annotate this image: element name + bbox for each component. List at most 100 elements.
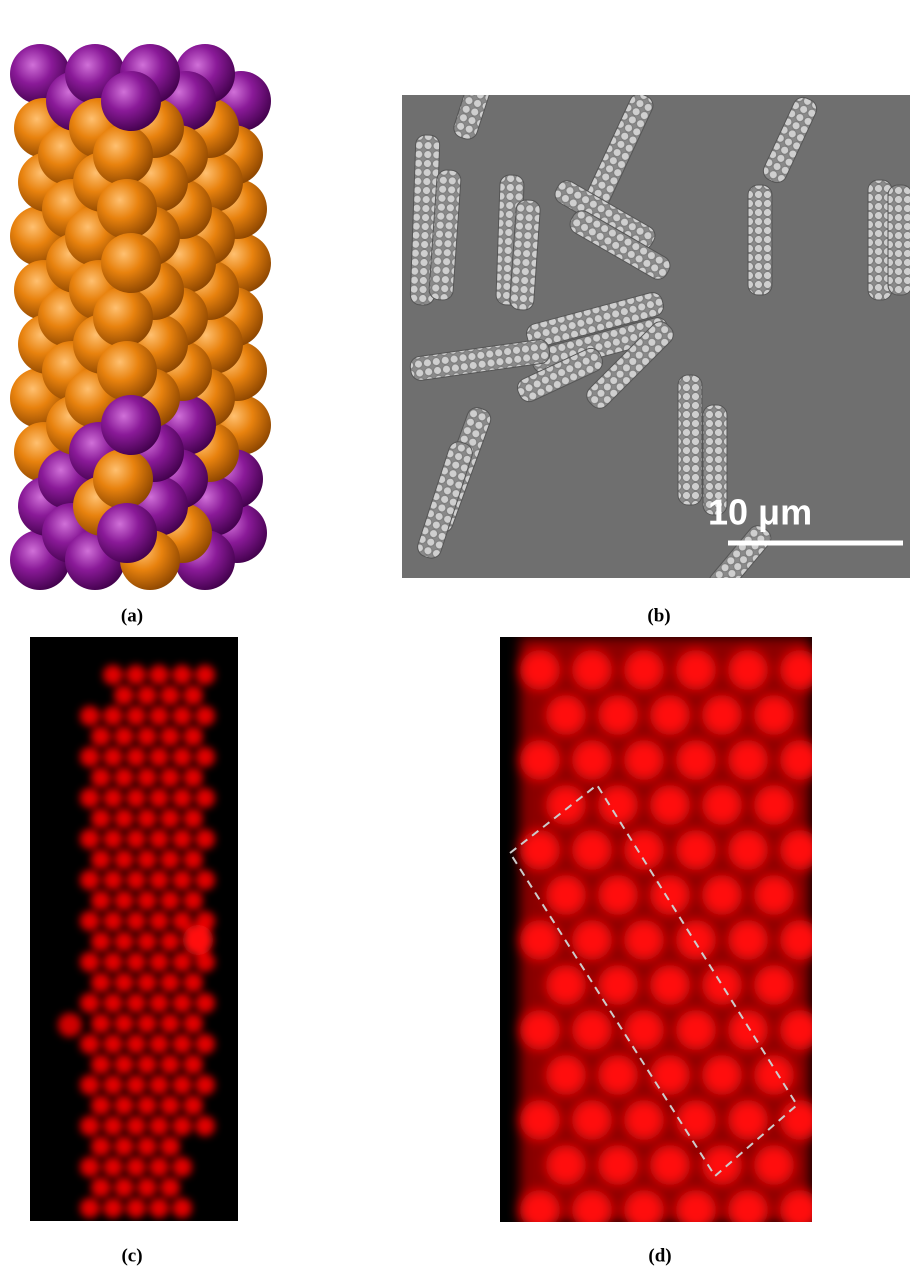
blob bbox=[149, 1157, 169, 1177]
blob bbox=[91, 891, 111, 911]
blob bbox=[754, 785, 794, 825]
panel-a-model bbox=[10, 44, 271, 590]
blob bbox=[137, 1178, 157, 1198]
blob bbox=[103, 911, 123, 931]
blob bbox=[172, 747, 192, 767]
blob bbox=[114, 973, 134, 993]
blob bbox=[114, 850, 134, 870]
blob bbox=[546, 875, 586, 915]
sphere bbox=[97, 503, 157, 563]
blob bbox=[137, 686, 157, 706]
blob bbox=[183, 809, 203, 829]
blob bbox=[650, 875, 690, 915]
blob bbox=[126, 829, 146, 849]
blob bbox=[598, 695, 638, 735]
blob bbox=[520, 1190, 560, 1230]
sphere bbox=[101, 71, 161, 131]
panel-label: (a) bbox=[121, 605, 143, 626]
blob bbox=[137, 1137, 157, 1157]
blob bbox=[728, 740, 768, 780]
blob bbox=[160, 973, 180, 993]
blob bbox=[650, 965, 690, 1005]
blob bbox=[114, 686, 134, 706]
blob bbox=[598, 875, 638, 915]
blob bbox=[520, 1100, 560, 1140]
blob bbox=[160, 1055, 180, 1075]
sphere bbox=[101, 395, 161, 455]
blob bbox=[126, 952, 146, 972]
blob bbox=[624, 740, 664, 780]
blob bbox=[80, 1075, 100, 1095]
blob bbox=[114, 809, 134, 829]
blob bbox=[195, 993, 215, 1013]
blob bbox=[624, 1190, 664, 1230]
blob bbox=[91, 768, 111, 788]
blob bbox=[520, 650, 560, 690]
blob bbox=[103, 1116, 123, 1136]
blob bbox=[160, 809, 180, 829]
blob bbox=[103, 993, 123, 1013]
blob bbox=[520, 740, 560, 780]
blob bbox=[702, 875, 742, 915]
blob bbox=[80, 706, 100, 726]
blob bbox=[172, 829, 192, 849]
sphere bbox=[93, 125, 153, 185]
blob bbox=[572, 650, 612, 690]
blob bbox=[126, 788, 146, 808]
blob bbox=[676, 1100, 716, 1140]
blob bbox=[126, 1157, 146, 1177]
blob bbox=[183, 925, 213, 955]
blob bbox=[103, 1075, 123, 1095]
blob bbox=[149, 1075, 169, 1095]
panel-b-sem: 10 μm bbox=[402, 58, 910, 598]
blob bbox=[195, 870, 215, 890]
blob bbox=[183, 1096, 203, 1116]
blob bbox=[160, 932, 180, 952]
sphere bbox=[101, 233, 161, 293]
blob bbox=[114, 1014, 134, 1034]
blob bbox=[103, 1157, 123, 1177]
blob bbox=[137, 1014, 157, 1034]
blob bbox=[624, 1010, 664, 1050]
blob bbox=[572, 1100, 612, 1140]
blob bbox=[126, 870, 146, 890]
blob bbox=[676, 1010, 716, 1050]
blob bbox=[91, 850, 111, 870]
blob bbox=[598, 785, 638, 825]
blob bbox=[80, 1034, 100, 1054]
blob bbox=[598, 1055, 638, 1095]
blob bbox=[80, 829, 100, 849]
panel-d-fluorescence bbox=[500, 637, 820, 1230]
blob bbox=[114, 727, 134, 747]
blob bbox=[572, 920, 612, 960]
sphere bbox=[97, 179, 157, 239]
blob bbox=[546, 785, 586, 825]
blob bbox=[183, 850, 203, 870]
blob bbox=[103, 870, 123, 890]
blob bbox=[160, 1014, 180, 1034]
blob bbox=[137, 932, 157, 952]
blob bbox=[676, 830, 716, 870]
blob bbox=[103, 747, 123, 767]
figure: 10 μm (a) (b) (c) (d) bbox=[0, 0, 910, 1273]
blob bbox=[676, 740, 716, 780]
blob bbox=[137, 727, 157, 747]
blob bbox=[754, 965, 794, 1005]
blob bbox=[103, 788, 123, 808]
blob bbox=[160, 1137, 180, 1157]
rod bbox=[678, 375, 702, 505]
blob bbox=[172, 1157, 192, 1177]
blob bbox=[114, 1055, 134, 1075]
blob bbox=[126, 1075, 146, 1095]
panel-label: (d) bbox=[648, 1245, 671, 1266]
blob bbox=[80, 788, 100, 808]
blob bbox=[137, 1055, 157, 1075]
blob bbox=[91, 1055, 111, 1075]
blob bbox=[172, 952, 192, 972]
blob bbox=[728, 1190, 768, 1230]
blob bbox=[80, 1157, 100, 1177]
blob bbox=[172, 1116, 192, 1136]
blob bbox=[80, 993, 100, 1013]
blob bbox=[728, 830, 768, 870]
blob bbox=[103, 706, 123, 726]
